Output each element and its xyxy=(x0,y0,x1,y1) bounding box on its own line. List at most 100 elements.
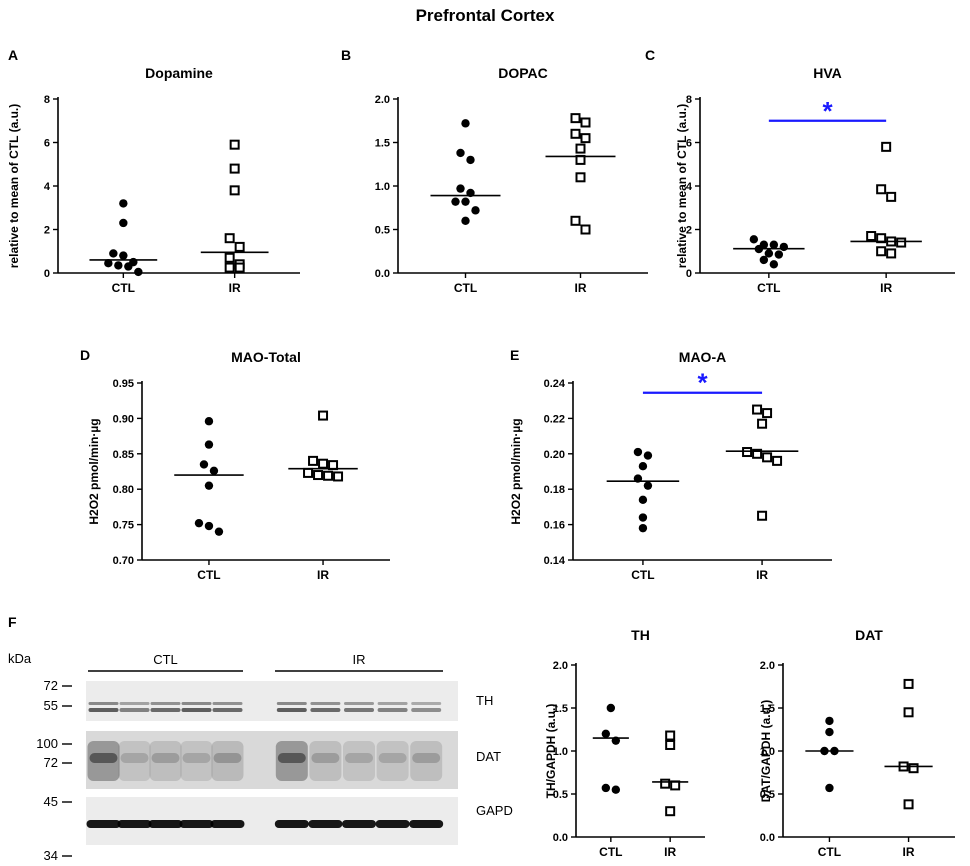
y-tick-label: 0.5 xyxy=(760,789,775,801)
blot-row-label: TH xyxy=(476,693,493,708)
data-point-ctl xyxy=(774,250,784,259)
y-tick-label: 0.22 xyxy=(544,413,565,425)
data-point-ir xyxy=(229,185,240,196)
charts-layer: A Dopamine 0 2 4 6 8 CTL IR relative to mean of C… xyxy=(7,47,955,859)
y-tick-label: 0.70 xyxy=(113,555,134,567)
data-point-ir xyxy=(660,778,671,789)
data-point-ctl xyxy=(749,235,759,244)
kda-label: kDa xyxy=(8,651,32,666)
data-point-ir xyxy=(876,184,887,195)
panel-letter: E xyxy=(510,347,519,363)
chart-title: DAT xyxy=(855,627,883,643)
band-dat xyxy=(343,741,375,781)
data-point-ir xyxy=(866,231,877,242)
y-tick-label: 1.5 xyxy=(553,703,568,715)
x-tick-label: IR xyxy=(903,845,915,859)
data-point-ir xyxy=(903,799,914,810)
y-tick-label: 2.0 xyxy=(553,660,568,672)
blot-row-label: GAPD xyxy=(476,803,513,818)
x-tick-label: CTL xyxy=(112,281,135,295)
kda-marker: 72 xyxy=(44,678,58,693)
chart-title: TH xyxy=(631,627,650,643)
band-dat xyxy=(311,753,340,763)
data-point-ctl xyxy=(643,481,653,490)
y-tick-label: 0.80 xyxy=(113,484,134,496)
band-gapd xyxy=(375,820,410,828)
x-tick-label: IR xyxy=(229,281,241,295)
data-point-ctl xyxy=(119,251,128,260)
data-point-ctl xyxy=(199,460,209,469)
data-point-ctl xyxy=(633,447,643,457)
x-tick-label: CTL xyxy=(757,281,780,295)
x-tick-label: IR xyxy=(756,568,768,582)
data-point-ctl xyxy=(124,262,133,271)
data-point-ctl xyxy=(643,451,653,460)
y-tick-label: 2.0 xyxy=(760,660,775,672)
band-th xyxy=(344,708,374,712)
data-point-ctl xyxy=(119,218,128,228)
data-point-ir xyxy=(229,139,240,150)
data-point-ctl xyxy=(825,783,834,793)
data-point-ctl xyxy=(759,255,769,265)
y-tick-label: 4 xyxy=(686,181,693,193)
x-tick-label: CTL xyxy=(818,845,841,859)
band-th xyxy=(411,702,442,705)
band-dat xyxy=(412,753,441,763)
band-dat xyxy=(120,753,149,763)
y-tick-label: 4 xyxy=(44,181,51,193)
y-tick-label: 0.16 xyxy=(544,520,565,532)
data-point-ir xyxy=(908,763,919,774)
data-point-ir xyxy=(575,143,586,154)
data-point-ir xyxy=(303,467,314,478)
panel-letter: B xyxy=(341,47,351,63)
data-point-ctl xyxy=(119,199,128,208)
band-th xyxy=(88,708,119,712)
data-point-ir xyxy=(333,471,344,482)
band-gapd xyxy=(179,820,214,828)
band-th xyxy=(119,708,150,712)
band-th xyxy=(212,708,243,712)
y-tick-label: 0.5 xyxy=(553,789,568,801)
y-tick-label: 2.0 xyxy=(375,94,390,106)
data-point-ir xyxy=(224,233,235,244)
data-point-ir xyxy=(881,141,892,152)
data-point-ctl xyxy=(204,481,214,490)
blot-strip-gapd: GAPD xyxy=(86,797,513,845)
y-tick-label: 0.24 xyxy=(544,378,566,390)
data-point-ctl xyxy=(638,523,648,533)
band-dat xyxy=(277,753,306,763)
kda-marker: 45 xyxy=(44,794,58,809)
data-point-ir xyxy=(752,448,763,459)
x-tick-label: CTL xyxy=(197,568,220,582)
band-gapd xyxy=(274,820,309,828)
blot-group-label: CTL xyxy=(153,652,178,667)
chart-dopamine: A Dopamine 0 2 4 6 8 CTL IR relative to mean of C… xyxy=(7,47,300,295)
data-point-ir xyxy=(903,678,914,689)
y-tick-label: 0.0 xyxy=(760,832,775,844)
significance-star: * xyxy=(697,368,708,398)
data-point-ctl xyxy=(769,260,779,269)
band-dat xyxy=(275,741,308,781)
data-point-ctl xyxy=(109,249,118,258)
blot-strip-th: TH xyxy=(86,681,493,721)
band-th xyxy=(344,702,374,705)
data-point-ir xyxy=(876,246,887,257)
band-th xyxy=(377,708,408,712)
chart-title: HVA xyxy=(813,65,842,81)
data-point-ir xyxy=(313,470,324,481)
data-point-ctl xyxy=(606,703,616,713)
blot-strip-dat: DAT xyxy=(86,731,501,789)
data-point-ir xyxy=(234,262,245,273)
band-th xyxy=(181,708,212,712)
significance-star: * xyxy=(822,96,833,126)
data-point-ctl xyxy=(825,727,834,737)
data-point-ctl xyxy=(461,216,470,225)
data-point-ctl xyxy=(461,119,470,128)
band-gapd xyxy=(86,820,121,828)
band-dat xyxy=(345,753,373,763)
chart-mao-a: E MAO-A 0.14 0.16 0.18 0.20 0.22 0.24 CTL IR H2O2 … xyxy=(509,347,832,582)
band-th xyxy=(377,702,408,705)
data-point-ir xyxy=(757,510,768,521)
chart-title: DOPAC xyxy=(498,65,548,81)
x-tick-label: IR xyxy=(317,568,329,582)
